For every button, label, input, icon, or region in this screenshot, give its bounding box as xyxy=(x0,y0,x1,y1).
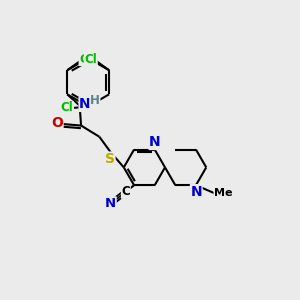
Text: C: C xyxy=(122,185,130,198)
Text: N: N xyxy=(149,136,161,149)
Text: S: S xyxy=(105,152,115,166)
Text: N: N xyxy=(190,185,202,199)
Text: Cl: Cl xyxy=(84,52,97,65)
Text: O: O xyxy=(51,116,63,130)
Text: Cl: Cl xyxy=(79,52,92,65)
Text: N: N xyxy=(79,98,91,111)
Text: Cl: Cl xyxy=(61,101,73,114)
Text: N: N xyxy=(105,197,116,210)
Text: Me: Me xyxy=(214,188,232,198)
Text: H: H xyxy=(90,94,100,107)
